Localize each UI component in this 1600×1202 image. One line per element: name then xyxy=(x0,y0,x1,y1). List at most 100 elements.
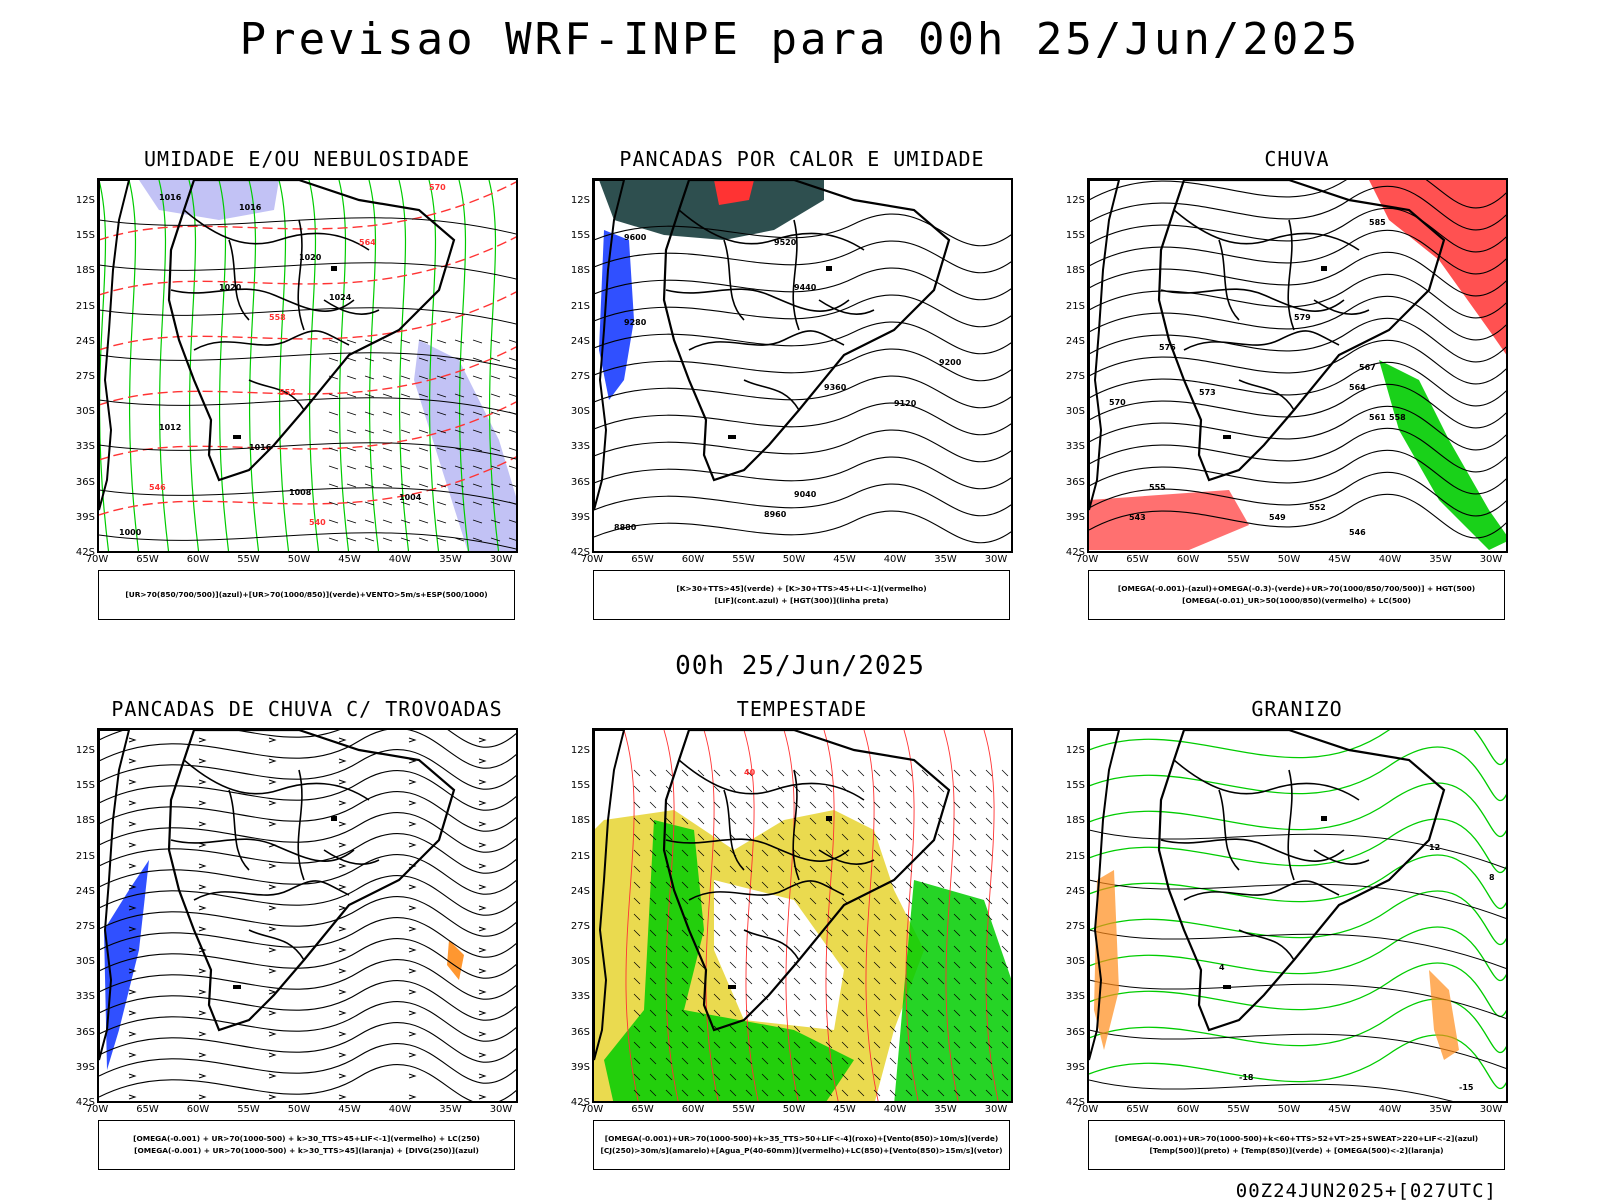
forecast-map: 12 8 4 -18 -15 xyxy=(1087,728,1508,1103)
lat-tick-label: 21S xyxy=(570,300,590,312)
lat-tick-label: 15S xyxy=(1065,780,1085,792)
legend-line: [K>30+TTS>45](verde) + [K>30+TTS>45+LI<-… xyxy=(676,584,927,593)
lon-tick-label: 50W xyxy=(287,554,311,565)
lat-tick-label: 24S xyxy=(75,885,95,897)
forecast-map: 585 579 576 573 570 567 564 561 558 555 552 549 546 5… xyxy=(1087,178,1508,553)
lat-tick-label: 27S xyxy=(570,371,590,382)
contour-label: 9200 xyxy=(939,358,962,367)
panel-title: PANCADAS POR CALOR E UMIDADE xyxy=(619,147,985,171)
lat-tick-label: 15S xyxy=(75,780,95,792)
contour-label: 1024 xyxy=(329,293,352,302)
contour-label: 543 xyxy=(1129,513,1146,522)
contour-label: 9600 xyxy=(624,233,647,242)
lat-tick-label: 36S xyxy=(1065,1026,1085,1038)
lat-tick-label: 27S xyxy=(75,371,95,382)
lon-tick-label: 30W xyxy=(489,554,513,565)
lat-tick-label: 33S xyxy=(75,991,95,1003)
contour-label: 570 xyxy=(1109,398,1126,407)
lon-tick-label: 40W xyxy=(883,1104,907,1115)
contour-label: 9360 xyxy=(824,383,847,392)
lon-tick-label: 40W xyxy=(388,1104,412,1115)
lat-tick-label: 42S xyxy=(75,547,95,558)
lat-tick-label: 12S xyxy=(75,745,95,756)
lat-tick-label: 30S xyxy=(75,406,95,418)
lon-tick-label: 50W xyxy=(287,1104,311,1115)
contour-label: 561 xyxy=(1369,413,1386,422)
contour-label: 4 xyxy=(1219,963,1225,972)
lat-tick-label: 12S xyxy=(570,745,590,756)
contour-label: 549 xyxy=(1269,513,1286,522)
contour-label: -15 xyxy=(1459,1083,1474,1092)
contour-label: 558 xyxy=(269,313,286,322)
lon-tick-label: 35W xyxy=(934,554,957,565)
lon-tick-label: 60W xyxy=(1176,1104,1200,1115)
lat-tick-label: 30S xyxy=(570,956,590,968)
lon-tick-label: 30W xyxy=(984,1104,1008,1115)
lon-tick-label: 35W xyxy=(439,1104,462,1115)
lat-tick-label: 18S xyxy=(570,265,590,277)
lat-tick-label: 12S xyxy=(1065,195,1085,206)
panel-title: GRANIZO xyxy=(1251,697,1343,721)
lat-tick-label: 36S xyxy=(570,476,590,488)
lon-tick-label: 65W xyxy=(136,1104,159,1115)
lon-tick-label: 35W xyxy=(934,1104,957,1115)
lon-tick-label: 40W xyxy=(1378,554,1402,565)
lat-tick-label: 24S xyxy=(1065,885,1085,897)
contour-label: 552 xyxy=(1309,503,1326,512)
contour-label: 1008 xyxy=(289,488,312,497)
contour-label: 12 xyxy=(1429,843,1440,852)
lon-tick-label: 65W xyxy=(1126,1104,1149,1115)
contour-label: 576 xyxy=(1159,343,1176,352)
contour-label: 1016 xyxy=(239,203,262,212)
lon-tick-label: 50W xyxy=(1277,1104,1301,1115)
lat-tick-label: 18S xyxy=(75,815,95,827)
mid-title: 00h 25/Jun/2025 xyxy=(675,651,925,681)
forecast-map: 9600 9520 9440 9360 9280 9200 9120 9040 8960 8880 xyxy=(592,178,1013,553)
lat-tick-label: 21S xyxy=(1065,850,1085,862)
legend-line: [UR>70(850/700/500)](azul)+[UR>70(1000/8… xyxy=(125,590,488,599)
lat-tick-label: 30S xyxy=(1065,956,1085,968)
contour-label: 552 xyxy=(279,388,296,397)
legend-line: [OMEGA(-0.01)_UR>50(1000/850)(vermelho) … xyxy=(1182,596,1411,605)
lat-tick-label: 42S xyxy=(75,1097,95,1108)
panel-legend: [K>30+TTS>45](verde) + [K>30+TTS>45+LI<-… xyxy=(593,570,1010,620)
lon-tick-label: 70W xyxy=(1075,554,1099,565)
lat-tick-label: 15S xyxy=(75,230,95,242)
panel-legend: [OMEGA(-0.001)+UR>70(1000-500)+k>35_TTS>… xyxy=(593,1120,1010,1170)
lon-tick-label: 40W xyxy=(388,554,412,565)
contour-label: 567 xyxy=(1359,363,1376,372)
forecast-map: 40 xyxy=(592,728,1013,1103)
map-canvas: 585 579 576 573 570 567 564 561 558 555 552 549 546 5… xyxy=(1089,180,1506,550)
lat-tick-label: 21S xyxy=(1065,300,1085,312)
contour-label: 40 xyxy=(744,768,756,777)
contour-label: 9280 xyxy=(624,318,647,327)
lon-tick-label: 70W xyxy=(1075,1104,1099,1115)
contour-label: 570 xyxy=(429,183,446,192)
lat-tick-label: 18S xyxy=(75,265,95,277)
lon-tick-label: 50W xyxy=(782,554,806,565)
lon-tick-label: 45W xyxy=(833,554,856,565)
lon-tick-label: 65W xyxy=(631,1104,654,1115)
legend-line: [Temp(500)](preto) + [Temp(850)](verde) … xyxy=(1149,1146,1444,1155)
lat-tick-label: 18S xyxy=(570,815,590,827)
lat-tick-label: 21S xyxy=(75,300,95,312)
lon-tick-label: 55W xyxy=(732,554,755,565)
lat-tick-label: 21S xyxy=(75,850,95,862)
lat-tick-label: 27S xyxy=(1065,371,1085,382)
lat-tick-label: 36S xyxy=(75,1026,95,1038)
lon-tick-label: 60W xyxy=(1176,554,1200,565)
lat-tick-label: 30S xyxy=(75,956,95,968)
contour-label: 1012 xyxy=(159,423,181,432)
lat-tick-label: 18S xyxy=(1065,815,1085,827)
lat-tick-label: 39S xyxy=(75,511,95,523)
lon-tick-label: 70W xyxy=(85,554,109,565)
contour-label: 1004 xyxy=(399,493,422,502)
lon-tick-label: 30W xyxy=(984,554,1008,565)
lon-tick-label: 50W xyxy=(1277,554,1301,565)
lon-tick-label: 30W xyxy=(1479,554,1503,565)
map-canvas: 12 8 4 -18 -15 xyxy=(1089,730,1506,1101)
contour-label: 8880 xyxy=(614,523,637,532)
map-canvas: 9600 9520 9440 9360 9280 9200 9120 9040 8960 8880 xyxy=(594,180,1011,544)
lat-tick-label: 12S xyxy=(570,195,590,206)
contour-label: 564 xyxy=(359,238,376,247)
